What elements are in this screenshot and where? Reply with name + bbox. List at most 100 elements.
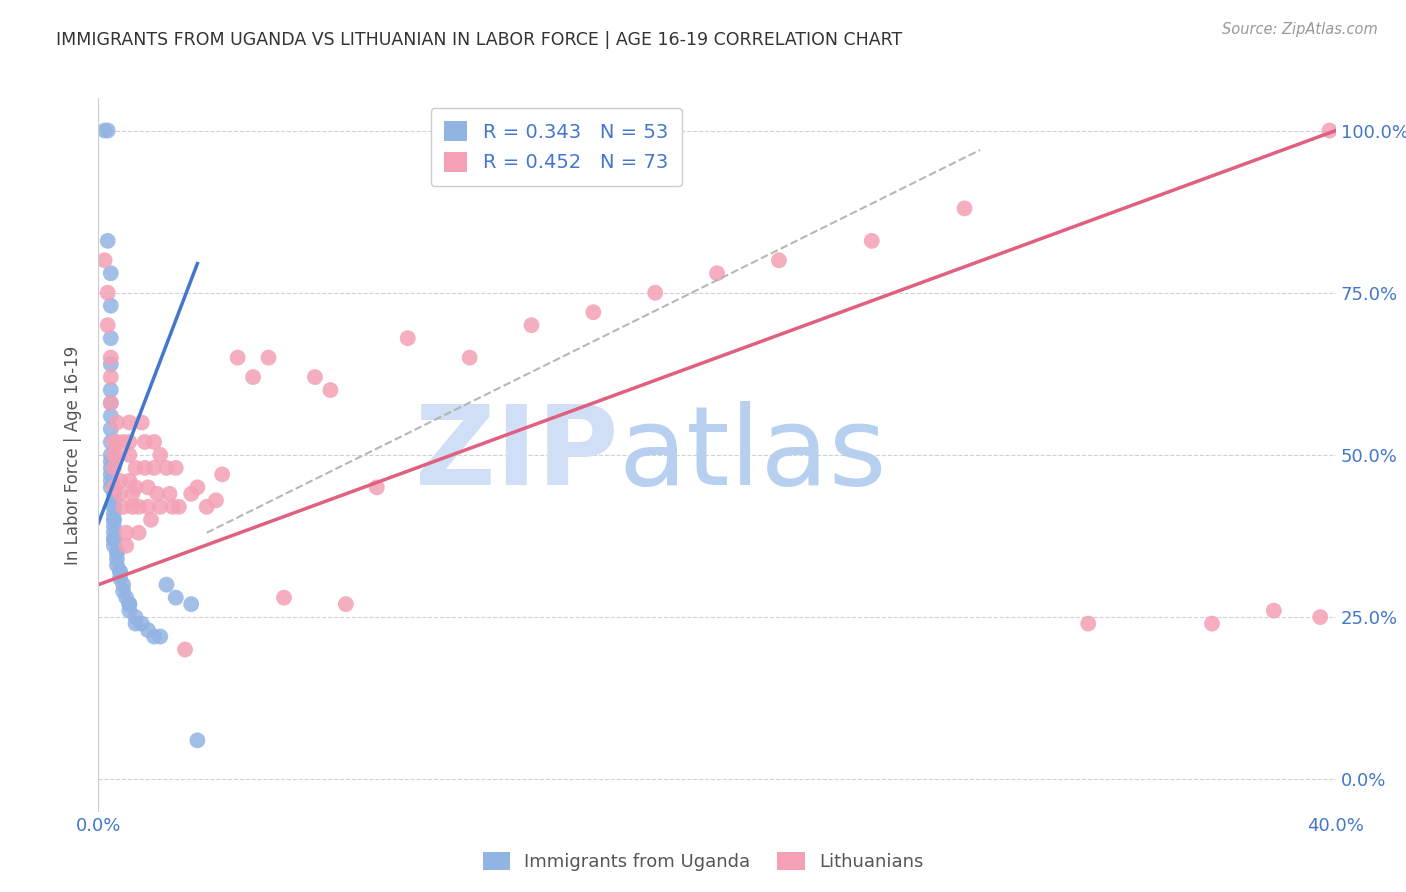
Point xyxy=(112,434,135,449)
Point xyxy=(100,467,122,482)
Point xyxy=(118,448,141,462)
Point xyxy=(186,733,208,747)
Point xyxy=(100,370,122,384)
Point xyxy=(1263,604,1285,618)
Point xyxy=(124,610,146,624)
Legend: R = 0.343   N = 53, R = 0.452   N = 73: R = 0.343 N = 53, R = 0.452 N = 73 xyxy=(430,108,682,186)
Point xyxy=(100,357,122,371)
Point xyxy=(149,448,172,462)
Point xyxy=(118,434,141,449)
Point xyxy=(139,513,162,527)
Point xyxy=(112,577,135,591)
Point xyxy=(108,565,131,579)
Point xyxy=(105,545,128,559)
Point xyxy=(304,370,326,384)
Point xyxy=(103,525,125,540)
Point xyxy=(1319,123,1341,137)
Point xyxy=(124,480,146,494)
Point xyxy=(180,597,202,611)
Point xyxy=(108,571,131,585)
Point xyxy=(108,487,131,501)
Point xyxy=(100,434,122,449)
Point xyxy=(155,461,177,475)
Point xyxy=(366,480,388,494)
Point xyxy=(100,409,122,423)
Point xyxy=(97,123,120,137)
Text: Source: ZipAtlas.com: Source: ZipAtlas.com xyxy=(1222,22,1378,37)
Point xyxy=(105,551,128,566)
Point xyxy=(100,383,122,397)
Point xyxy=(100,448,122,462)
Point xyxy=(396,331,419,345)
Point xyxy=(100,331,122,345)
Point xyxy=(195,500,218,514)
Point xyxy=(146,487,169,501)
Point xyxy=(105,558,128,573)
Point xyxy=(582,305,605,319)
Point xyxy=(103,500,125,514)
Point xyxy=(520,318,543,333)
Point xyxy=(118,416,141,430)
Point xyxy=(319,383,342,397)
Point xyxy=(131,616,153,631)
Point xyxy=(180,487,202,501)
Point xyxy=(205,493,228,508)
Point xyxy=(121,500,143,514)
Point xyxy=(1077,616,1099,631)
Point xyxy=(136,500,159,514)
Point xyxy=(242,370,264,384)
Point xyxy=(118,597,141,611)
Point xyxy=(143,461,166,475)
Point xyxy=(93,123,115,137)
Point xyxy=(100,299,122,313)
Point xyxy=(100,396,122,410)
Point xyxy=(115,539,138,553)
Point xyxy=(226,351,249,365)
Text: ZIP: ZIP xyxy=(415,401,619,508)
Point xyxy=(115,525,138,540)
Point xyxy=(103,533,125,547)
Point xyxy=(159,487,181,501)
Point xyxy=(131,416,153,430)
Point xyxy=(335,597,357,611)
Point xyxy=(100,474,122,488)
Point xyxy=(108,565,131,579)
Point xyxy=(257,351,280,365)
Point xyxy=(155,577,177,591)
Point xyxy=(768,253,790,268)
Point xyxy=(128,500,150,514)
Point xyxy=(1309,610,1331,624)
Point xyxy=(103,513,125,527)
Point xyxy=(458,351,481,365)
Point xyxy=(134,461,156,475)
Point xyxy=(174,642,197,657)
Point xyxy=(112,500,135,514)
Y-axis label: In Labor Force | Age 16-19: In Labor Force | Age 16-19 xyxy=(65,345,83,565)
Point xyxy=(1201,616,1223,631)
Point xyxy=(105,416,128,430)
Point xyxy=(143,630,166,644)
Point xyxy=(165,591,187,605)
Point xyxy=(124,461,146,475)
Point xyxy=(115,591,138,605)
Point xyxy=(100,422,122,436)
Point xyxy=(103,533,125,547)
Point xyxy=(97,285,120,300)
Text: IMMIGRANTS FROM UGANDA VS LITHUANIAN IN LABOR FORCE | AGE 16-19 CORRELATION CHAR: IMMIGRANTS FROM UGANDA VS LITHUANIAN IN … xyxy=(56,31,903,49)
Point xyxy=(118,604,141,618)
Point xyxy=(211,467,233,482)
Point xyxy=(167,500,190,514)
Point xyxy=(136,480,159,494)
Point xyxy=(103,493,125,508)
Point xyxy=(134,434,156,449)
Point xyxy=(108,474,131,488)
Point xyxy=(103,506,125,520)
Point xyxy=(273,591,295,605)
Point xyxy=(124,616,146,631)
Point xyxy=(100,351,122,365)
Point xyxy=(953,202,976,216)
Point xyxy=(103,519,125,533)
Point xyxy=(100,454,122,468)
Point xyxy=(103,539,125,553)
Point xyxy=(103,513,125,527)
